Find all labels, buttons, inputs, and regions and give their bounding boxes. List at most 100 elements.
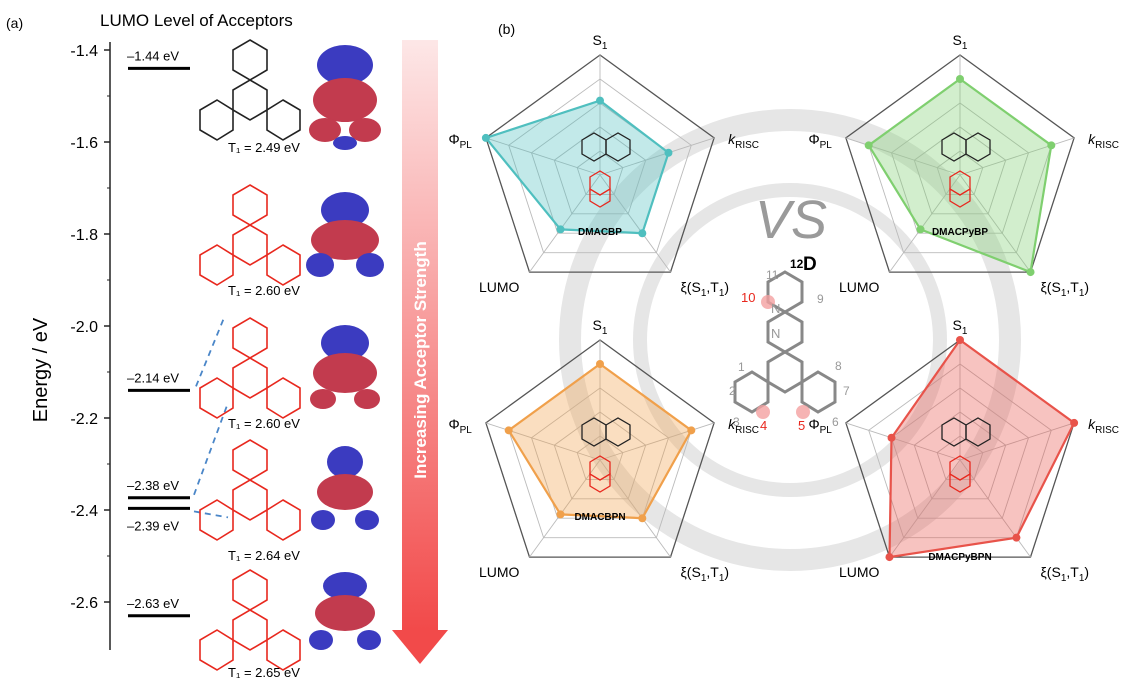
radar-axis-label: LUMO — [839, 564, 880, 580]
t1-label-1: T₁ = 2.49 eV — [228, 140, 300, 155]
radar-axis-label: kRISC — [728, 131, 759, 151]
radar-axis-label: LUMO — [479, 564, 520, 580]
radar-series-area — [507, 362, 693, 520]
energy-level-label: –2.39 eV — [127, 518, 179, 533]
num-3: 3 — [733, 415, 740, 429]
radar-grid-ring — [868, 363, 1052, 539]
t1-label-4: T₁ = 2.64 eV — [228, 548, 300, 563]
radar-grid-ring — [890, 102, 1030, 234]
radar-grid-ring — [845, 54, 1075, 273]
y-axis-label: Energy / eV — [30, 317, 52, 422]
radar-spoke — [959, 137, 1075, 176]
acceptor-core — [949, 170, 971, 208]
radar-axis-label: ΦPL — [448, 131, 472, 151]
num-4: 4 — [760, 418, 767, 433]
radar-spoke — [485, 137, 601, 176]
donor-marker: D — [803, 254, 817, 275]
panel-a-title: LUMO Level of Acceptors — [100, 11, 293, 30]
radar-axis-label: S1 — [593, 317, 608, 337]
num-7: 7 — [843, 384, 850, 398]
num-5: 5 — [798, 418, 805, 433]
radar-grid-ring — [553, 411, 647, 500]
radar-charts: S1 kRISC ξ(S1,T1) LUMO ΦPL DMACBP S1 kRISC ξ(S1,… — [448, 32, 1119, 584]
energy-level-label: –1.44 eV — [127, 48, 179, 63]
num-10: 10 — [741, 290, 755, 305]
radar-data-point — [1012, 533, 1021, 542]
radar-spoke — [485, 422, 601, 461]
vs-label: VS — [755, 190, 827, 250]
background-swirl — [559, 109, 1021, 571]
radar-axis-label: LUMO — [479, 279, 520, 295]
acceptor-strength-arrow: Increasing Acceptor Strength — [392, 40, 448, 664]
radar-data-point — [504, 426, 513, 435]
radar-axis-label: ξ(S1,T1) — [681, 279, 730, 299]
energy-level-label: –2.14 eV — [127, 370, 179, 385]
site-10-highlight — [761, 295, 775, 309]
radar-spoke — [529, 459, 601, 558]
radar-data-point — [1047, 141, 1056, 150]
y-tick-label: -2.6 — [70, 595, 98, 612]
radar-axis-label: ΦPL — [808, 416, 832, 436]
radar-data-point — [687, 426, 696, 435]
y-tick-label: -1.6 — [70, 135, 98, 152]
energy-level-label: –2.38 eV — [127, 478, 179, 493]
radar-grid-ring — [913, 411, 1007, 500]
t1-label-3: T₁ = 2.60 eV — [228, 416, 300, 431]
num-6: 6 — [832, 415, 839, 429]
molecule-structure — [581, 417, 631, 447]
y-tick-label: -1.8 — [70, 227, 98, 244]
radar-spoke — [845, 422, 961, 461]
acceptor-structure-3 — [199, 317, 301, 419]
num-9: 9 — [817, 292, 824, 306]
orbital-plot-5 — [309, 572, 381, 650]
radar-data-point — [916, 225, 925, 234]
num-1: 1 — [738, 360, 745, 374]
acceptor-structure-5 — [199, 569, 301, 671]
num-8: 8 — [835, 359, 842, 373]
center-scaffold — [733, 270, 837, 414]
radar-axis-label: ΦPL — [808, 131, 832, 151]
radar-axis-label: LUMO — [839, 279, 880, 295]
radar-data-point — [1070, 418, 1079, 427]
radar-data-point — [887, 433, 896, 442]
level-connector — [193, 402, 229, 496]
n-atom-1: N — [771, 326, 780, 341]
radar-spoke — [889, 459, 961, 558]
acceptor-structure-1 — [199, 39, 301, 141]
radar-axis-label: ξ(S1,T1) — [1041, 564, 1090, 584]
radar-spoke — [959, 174, 1031, 273]
num-2: 2 — [729, 384, 736, 398]
radar-data-point — [956, 75, 964, 83]
y-tick-label: -2.4 — [70, 503, 98, 520]
molecule-name: DMACPyBP — [932, 227, 988, 238]
y-tick-label: -2.0 — [70, 319, 98, 336]
radar-grid-ring — [485, 54, 715, 273]
radar-axis-label: S1 — [953, 32, 968, 52]
energy-level-label: –2.63 eV — [127, 596, 179, 611]
radar-spoke — [959, 422, 1075, 461]
n-atom-2: N — [771, 301, 780, 316]
radar-axis-label: S1 — [593, 32, 608, 52]
radar-dmacbpn: S1 kRISC ξ(S1,T1) LUMO ΦPL DMACBPN — [448, 317, 759, 584]
molecule-name: DMACBPN — [574, 512, 625, 523]
molecule-structure — [941, 132, 991, 162]
molecule-structure — [581, 132, 631, 162]
radar-grid-ring — [508, 78, 692, 254]
orbital-plot-4 — [311, 446, 379, 530]
radar-grid-ring — [890, 387, 1030, 519]
acceptor-core — [589, 455, 611, 493]
radar-spoke — [599, 137, 715, 176]
radar-axis-label: ξ(S1,T1) — [1041, 279, 1090, 299]
radar-data-point — [638, 229, 647, 238]
radar-series-area — [484, 99, 670, 235]
t1-label-2: T₁ = 2.60 eV — [228, 283, 300, 298]
num-12: 12 — [790, 257, 804, 271]
orbital-plot-2 — [306, 192, 384, 277]
radar-data-point — [664, 148, 673, 157]
radar-data-point — [596, 96, 604, 105]
radar-grid-ring — [485, 339, 715, 558]
radar-grid-ring — [913, 126, 1007, 215]
radar-dmacpybp: S1 kRISC ξ(S1,T1) LUMO ΦPL DMACPyBP — [808, 32, 1119, 299]
radar-spoke — [599, 174, 671, 273]
